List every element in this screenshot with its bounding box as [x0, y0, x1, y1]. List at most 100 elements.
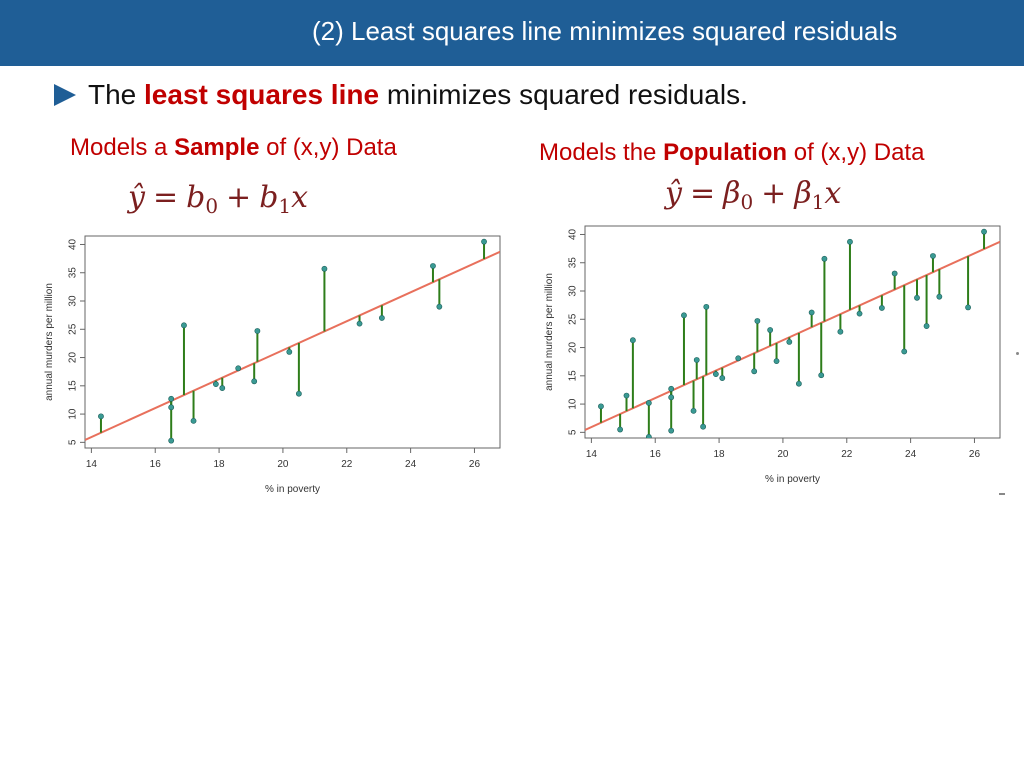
y-tick-label: 30: [68, 295, 79, 307]
data-point: [668, 385, 675, 392]
data-point: [295, 390, 302, 397]
least-squares-line: [85, 250, 500, 441]
x-tick-label: 16: [650, 449, 662, 460]
eq-sub1: 1: [278, 194, 292, 218]
eq-equals: =: [152, 180, 179, 215]
data-point: [168, 395, 175, 402]
data-point: [235, 365, 242, 372]
eq-plus: +: [226, 180, 252, 215]
y-tick-label: 15: [68, 380, 79, 392]
data-point: [965, 304, 971, 311]
x-tick-label: 24: [905, 449, 917, 460]
y-tick-label: 40: [568, 228, 579, 240]
y-tick-label: 5: [68, 439, 79, 445]
data-point: [645, 433, 652, 438]
y-tick-label: 20: [68, 352, 79, 364]
data-point: [767, 327, 774, 333]
data-point: [629, 337, 636, 344]
data-point: [901, 348, 908, 355]
data-point: [719, 375, 726, 381]
plot-frame: [584, 225, 1001, 439]
x-tick-label: 24: [405, 459, 417, 470]
bullet-point: The least squares line minimizes squared…: [54, 78, 748, 112]
eq-sub1: 1: [811, 190, 825, 214]
data-point: [481, 238, 487, 245]
y-tick-label: 10: [568, 398, 579, 410]
population-equation: ŷ = β0 + β1x: [665, 176, 841, 214]
data-point: [378, 315, 385, 321]
data-point: [914, 294, 920, 301]
data-point: [703, 303, 710, 310]
y-tick-label: 40: [68, 238, 79, 250]
data-point: [786, 338, 793, 345]
x-tick-label: 26: [469, 459, 481, 470]
eq-lhs: ŷ: [128, 180, 145, 215]
data-point: [821, 255, 828, 262]
data-point: [617, 426, 624, 433]
plot-area: [585, 228, 1000, 438]
data-point: [773, 358, 780, 365]
data-point: [254, 328, 261, 334]
eq-plus: +: [761, 176, 787, 211]
population-caption-post: of (x,y) Data: [793, 139, 925, 166]
sample-caption: Models a Sample of (x,y) Data: [70, 134, 397, 162]
eq-coef: β: [794, 176, 812, 211]
data-point: [681, 312, 687, 319]
data-point: [668, 394, 675, 401]
sample-caption-bold: Sample: [174, 134, 260, 161]
y-axis-label: annual murders per million: [544, 273, 555, 391]
stray-mark: [1016, 352, 1019, 355]
population-caption-pre: Models the: [539, 139, 657, 166]
data-point: [598, 403, 604, 410]
y-tick-label: 25: [568, 313, 579, 325]
data-point: [690, 407, 697, 414]
eq-coef: β: [723, 176, 741, 211]
bullet-text: The least squares line minimizes squared…: [88, 79, 748, 111]
x-axis-label: % in poverty: [765, 474, 820, 485]
data-point: [837, 328, 844, 335]
data-point: [356, 320, 363, 327]
population-scatter-plot: 14 16 18 20 22 24 26 5 10 15 20 25 30 35 40 % in povert…: [544, 225, 1001, 485]
data-point: [936, 293, 943, 300]
eq-equals: =: [689, 176, 716, 211]
bullet-prefix: The: [88, 79, 137, 110]
eq-lhs: ŷ: [665, 176, 682, 211]
data-point: [891, 270, 898, 277]
data-point: [808, 309, 815, 316]
data-point: [712, 371, 719, 378]
data-point: [436, 303, 443, 310]
sample-equation: ŷ = b0 + b1x: [128, 180, 308, 218]
data-point: [645, 400, 652, 406]
data-point: [98, 413, 104, 420]
eq-sub0: 0: [740, 190, 754, 214]
x-tick-label: 20: [777, 449, 789, 460]
sample-scatter-plot: 14 16 18 20 22 24 26 5 10 15 20 25 30 35 40 % in povert…: [44, 235, 501, 495]
data-point: [754, 318, 761, 324]
plot-frame: [84, 235, 501, 449]
y-tick-label: 25: [68, 323, 79, 335]
y-tick-label: 35: [68, 267, 79, 279]
x-tick-label: 22: [341, 459, 353, 470]
data-point: [700, 423, 707, 430]
x-tick-label: 18: [214, 459, 226, 470]
data-point: [795, 380, 802, 387]
data-point: [168, 437, 175, 444]
y-tick-label: 20: [568, 342, 579, 354]
slide-title: (2) Least squares line minimizes squared…: [312, 16, 898, 46]
data-point: [168, 404, 175, 411]
x-tick-label: 26: [969, 449, 981, 460]
data-point: [321, 265, 328, 272]
data-point: [286, 348, 293, 355]
data-point: [856, 310, 863, 317]
data-point: [219, 385, 226, 391]
x-tick-label: 18: [714, 449, 726, 460]
eq-x: x: [291, 180, 309, 215]
x-tick-label: 20: [277, 459, 289, 470]
eq-sub0: 0: [205, 194, 219, 218]
data-point: [735, 355, 742, 362]
x-tick-label: 14: [586, 449, 598, 460]
bullet-suffix: minimizes squared residuals.: [386, 79, 748, 110]
title-bar: (2) Least squares line minimizes squared…: [0, 0, 1024, 66]
y-tick-label: 15: [568, 370, 579, 382]
plot-area: [85, 238, 500, 444]
